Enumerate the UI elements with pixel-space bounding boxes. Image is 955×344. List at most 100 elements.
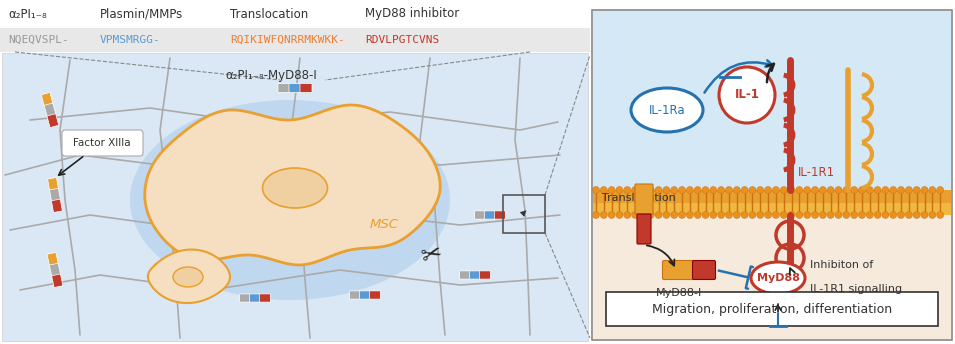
Circle shape [592, 186, 600, 193]
Circle shape [788, 212, 796, 218]
Circle shape [773, 212, 779, 218]
Circle shape [819, 212, 826, 218]
Circle shape [702, 186, 709, 193]
Text: ▲: ▲ [519, 206, 529, 217]
Bar [503, 195, 545, 233]
Circle shape [890, 186, 897, 193]
Circle shape [851, 212, 858, 218]
Text: Inhibiton of: Inhibiton of [810, 260, 873, 270]
FancyBboxPatch shape [50, 263, 60, 277]
Circle shape [756, 212, 764, 218]
Text: MSC: MSC [370, 218, 399, 232]
Circle shape [937, 186, 944, 193]
Text: IL-1Ra: IL-1Ra [648, 104, 686, 117]
Circle shape [687, 212, 693, 218]
Text: Factor XIIIa: Factor XIIIa [74, 138, 131, 148]
Circle shape [710, 212, 717, 218]
Text: ✂: ✂ [418, 241, 445, 269]
Text: Plasmin/MMPs: Plasmin/MMPs [100, 8, 183, 21]
Circle shape [929, 212, 936, 218]
Circle shape [624, 212, 631, 218]
Bar [0, 0, 590, 28]
FancyBboxPatch shape [260, 294, 270, 302]
Bar [2, 53, 588, 341]
Circle shape [741, 186, 748, 193]
Bar [593, 215, 951, 339]
Circle shape [866, 186, 873, 193]
FancyArrowPatch shape [767, 64, 774, 82]
Circle shape [647, 186, 654, 193]
Circle shape [780, 212, 787, 218]
Circle shape [702, 212, 709, 218]
Circle shape [608, 186, 615, 193]
Text: α₂PI₁₋₈: α₂PI₁₋₈ [8, 8, 47, 21]
FancyBboxPatch shape [479, 271, 490, 279]
Circle shape [670, 186, 678, 193]
Bar [593, 11, 951, 190]
Bar [606, 292, 938, 326]
Circle shape [631, 212, 639, 218]
FancyBboxPatch shape [635, 184, 653, 214]
Ellipse shape [751, 262, 805, 294]
Circle shape [881, 186, 889, 193]
Circle shape [640, 212, 647, 218]
Circle shape [819, 186, 826, 193]
Circle shape [726, 186, 732, 193]
FancyBboxPatch shape [637, 214, 651, 244]
Circle shape [898, 212, 904, 218]
FancyBboxPatch shape [240, 294, 250, 302]
Circle shape [717, 186, 725, 193]
FancyBboxPatch shape [52, 199, 62, 213]
Circle shape [913, 186, 921, 193]
Bar [592, 10, 952, 340]
Circle shape [749, 212, 756, 218]
Circle shape [929, 186, 936, 193]
Text: IL-1R1 signalling: IL-1R1 signalling [810, 284, 902, 294]
Text: RQIKIWFQNRRMKWKK-: RQIKIWFQNRRMKWKK- [230, 35, 345, 45]
Text: VPMSMRGG-: VPMSMRGG- [100, 35, 160, 45]
Text: α₂PI₁₋₈-MyD88-I: α₂PI₁₋₈-MyD88-I [225, 68, 317, 82]
Circle shape [843, 186, 850, 193]
FancyBboxPatch shape [249, 294, 261, 302]
Ellipse shape [631, 88, 703, 132]
Circle shape [670, 212, 678, 218]
Circle shape [679, 186, 686, 193]
FancyBboxPatch shape [48, 178, 58, 191]
Circle shape [859, 212, 865, 218]
Circle shape [866, 212, 873, 218]
Ellipse shape [130, 100, 450, 300]
Ellipse shape [263, 168, 328, 208]
Circle shape [859, 186, 865, 193]
Circle shape [756, 186, 764, 193]
Bar [0, 28, 590, 52]
FancyBboxPatch shape [484, 211, 496, 219]
Circle shape [827, 212, 834, 218]
FancyBboxPatch shape [300, 84, 312, 93]
Text: MyD88: MyD88 [756, 273, 799, 283]
Text: IL-1R1: IL-1R1 [798, 165, 835, 179]
Circle shape [890, 212, 897, 218]
FancyBboxPatch shape [459, 271, 471, 279]
Circle shape [874, 186, 881, 193]
Circle shape [804, 212, 811, 218]
FancyBboxPatch shape [663, 260, 695, 279]
FancyBboxPatch shape [359, 291, 371, 299]
Text: IL-1: IL-1 [734, 88, 759, 101]
Circle shape [780, 186, 787, 193]
Circle shape [733, 212, 740, 218]
Circle shape [616, 186, 623, 193]
Ellipse shape [173, 267, 203, 287]
Text: Translocation: Translocation [230, 8, 308, 21]
Polygon shape [148, 249, 230, 303]
Circle shape [812, 186, 818, 193]
Circle shape [726, 212, 732, 218]
Circle shape [640, 186, 647, 193]
Text: Translocation: Translocation [602, 193, 676, 203]
Circle shape [601, 186, 607, 193]
FancyBboxPatch shape [41, 93, 53, 106]
Circle shape [592, 212, 600, 218]
Circle shape [898, 186, 904, 193]
Circle shape [905, 212, 912, 218]
Circle shape [749, 186, 756, 193]
Circle shape [601, 212, 607, 218]
